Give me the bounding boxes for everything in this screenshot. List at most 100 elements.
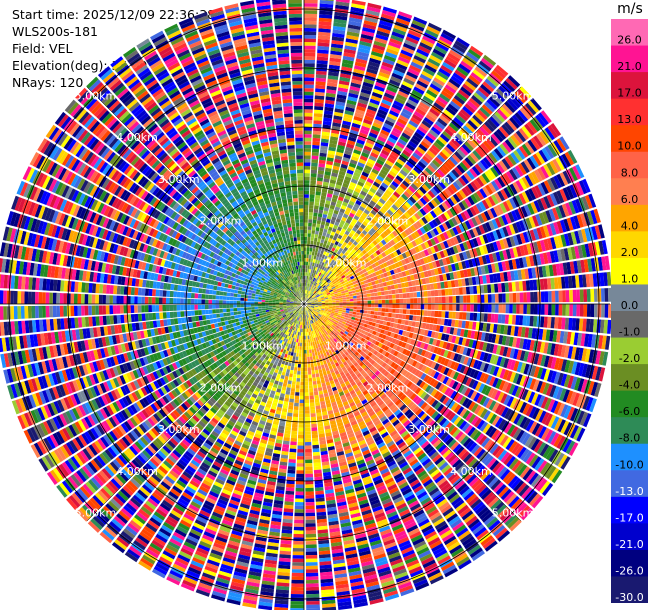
velocity-gate [330,277,335,282]
velocity-gate [355,199,362,206]
velocity-gate [308,272,311,277]
velocity-gate [500,83,513,95]
velocity-gate [461,187,470,197]
velocity-gate [348,162,357,169]
velocity-gate [368,265,374,270]
velocity-gate [304,49,316,53]
velocity-gate [540,197,548,210]
velocity-gate [399,265,405,272]
velocity-gate [476,128,487,140]
velocity-gate [407,227,414,234]
velocity-gate [439,93,451,103]
velocity-gate [472,238,479,247]
velocity-gate [320,296,325,299]
velocity-gate [314,109,323,114]
velocity-gate [370,218,377,225]
velocity-gate [537,304,542,315]
velocity-gate [304,240,307,244]
velocity-gate [463,295,467,303]
velocity-gate [385,89,396,97]
velocity-gate [318,31,331,37]
velocity-gate [315,248,319,253]
velocity-gate [496,204,504,215]
velocity-gate [308,258,311,262]
velocity-gate [314,91,325,97]
velocity-gate [321,192,327,197]
velocity-gate [304,98,314,103]
velocity-gate [407,67,420,77]
velocity-gate [418,218,426,226]
velocity-gate [304,70,315,75]
velocity-gate [402,149,412,158]
velocity-gate [452,226,459,236]
velocity-gate [469,168,478,178]
velocity-gate [311,265,314,270]
velocity-gate [310,299,314,302]
velocity-gate [333,115,343,121]
velocity-gate [329,291,334,294]
velocity-gate [388,170,397,178]
velocity-gate [410,169,420,177]
velocity-gate [310,301,315,303]
velocity-gate [586,289,591,302]
velocity-gate [352,175,360,181]
velocity-gate [389,79,401,87]
velocity-gate [565,202,573,216]
velocity-gate [383,92,395,100]
velocity-gate [363,78,375,85]
velocity-gate [332,302,336,304]
velocity-gate [315,77,326,82]
velocity-gate [383,316,388,322]
velocity-gate [309,201,314,206]
velocity-gate [307,240,311,245]
velocity-gate [421,264,427,272]
velocity-gate [350,229,356,235]
velocity-gate [379,217,386,224]
velocity-gate [313,298,318,301]
velocity-gate [366,314,371,318]
velocity-gate [358,177,366,184]
velocity-gate [401,231,408,238]
velocity-gate [400,49,413,58]
velocity-gate [346,143,355,149]
velocity-gate [319,277,323,281]
velocity-gate [318,272,322,277]
velocity-gate [492,241,499,252]
velocity-gate [494,293,499,303]
velocity-gate [307,335,310,340]
velocity-gate [482,186,491,197]
velocity-gate [466,170,475,180]
velocity-gate [314,263,317,267]
velocity-gate [383,54,397,63]
velocity-gate [380,102,391,110]
velocity-gate [511,167,521,179]
velocity-gate [337,87,349,93]
velocity-gate [312,223,317,227]
velocity-gate [387,241,393,248]
velocity-gate [374,311,378,316]
velocity-gate [430,187,438,197]
velocity-gate [350,82,361,89]
velocity-gate [390,76,402,84]
velocity-gate [559,188,568,202]
velocity-gate [358,217,364,224]
velocity-gate [593,208,601,224]
velocity-gate [571,200,580,214]
velocity-gate [317,177,323,182]
velocity-gate [394,161,403,169]
velocity-gate [353,215,360,221]
velocity-gate [320,199,326,204]
velocity-gate [351,253,357,259]
velocity-gate [348,232,354,238]
velocity-gate [367,307,372,311]
velocity-gate [335,273,340,277]
velocity-gate [363,20,378,27]
velocity-gate [446,209,454,218]
velocity-gate [384,221,391,228]
velocity-gate [343,179,350,185]
velocity-gate [314,274,317,278]
velocity-gate [438,180,447,190]
velocity-gate [332,169,339,174]
velocity-gate [493,131,504,143]
velocity-gate [400,152,409,160]
